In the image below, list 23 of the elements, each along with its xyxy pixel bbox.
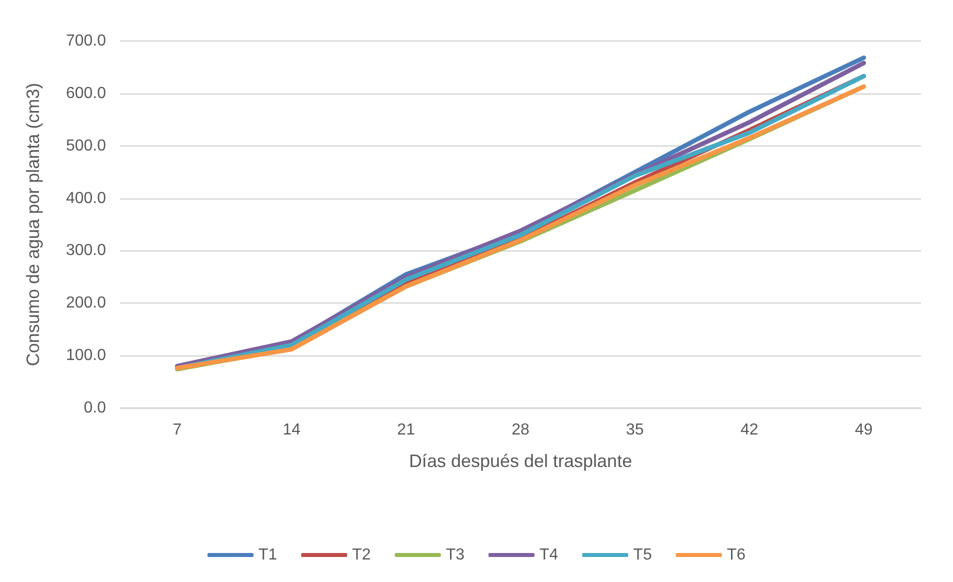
- x-axis-title: Días después del trasplante: [408, 451, 632, 471]
- y-tick-label: 700.0: [66, 32, 106, 50]
- x-tick-label: 49: [854, 422, 873, 438]
- legend-label: T3: [446, 546, 465, 564]
- legend-label: T1: [258, 546, 278, 564]
- legend-label: T4: [540, 546, 558, 564]
- x-tick-label: 35: [626, 422, 644, 438]
- y-tick-label: 0.0: [84, 400, 106, 416]
- x-tick-label: 21: [397, 422, 416, 438]
- x-tick-label: 7: [172, 422, 182, 438]
- y-tick-label: 300.0: [66, 242, 106, 260]
- legend-label: T6: [726, 546, 746, 564]
- y-tick-label: 400.0: [66, 190, 106, 207]
- x-tick-label: 28: [512, 422, 530, 438]
- y-tick-label: 500.0: [66, 137, 106, 154]
- y-tick-label: 100.0: [66, 347, 106, 364]
- y-tick-label: 200.0: [66, 294, 106, 312]
- y-axis-title: Consumo de agua por planta (cm3): [23, 82, 43, 366]
- y-tick-label: 600.0: [66, 84, 106, 102]
- x-tick-label: 14: [282, 422, 301, 438]
- legend-label: T2: [352, 546, 371, 564]
- legend-label: T5: [633, 546, 652, 564]
- x-tick-label: 42: [740, 422, 758, 438]
